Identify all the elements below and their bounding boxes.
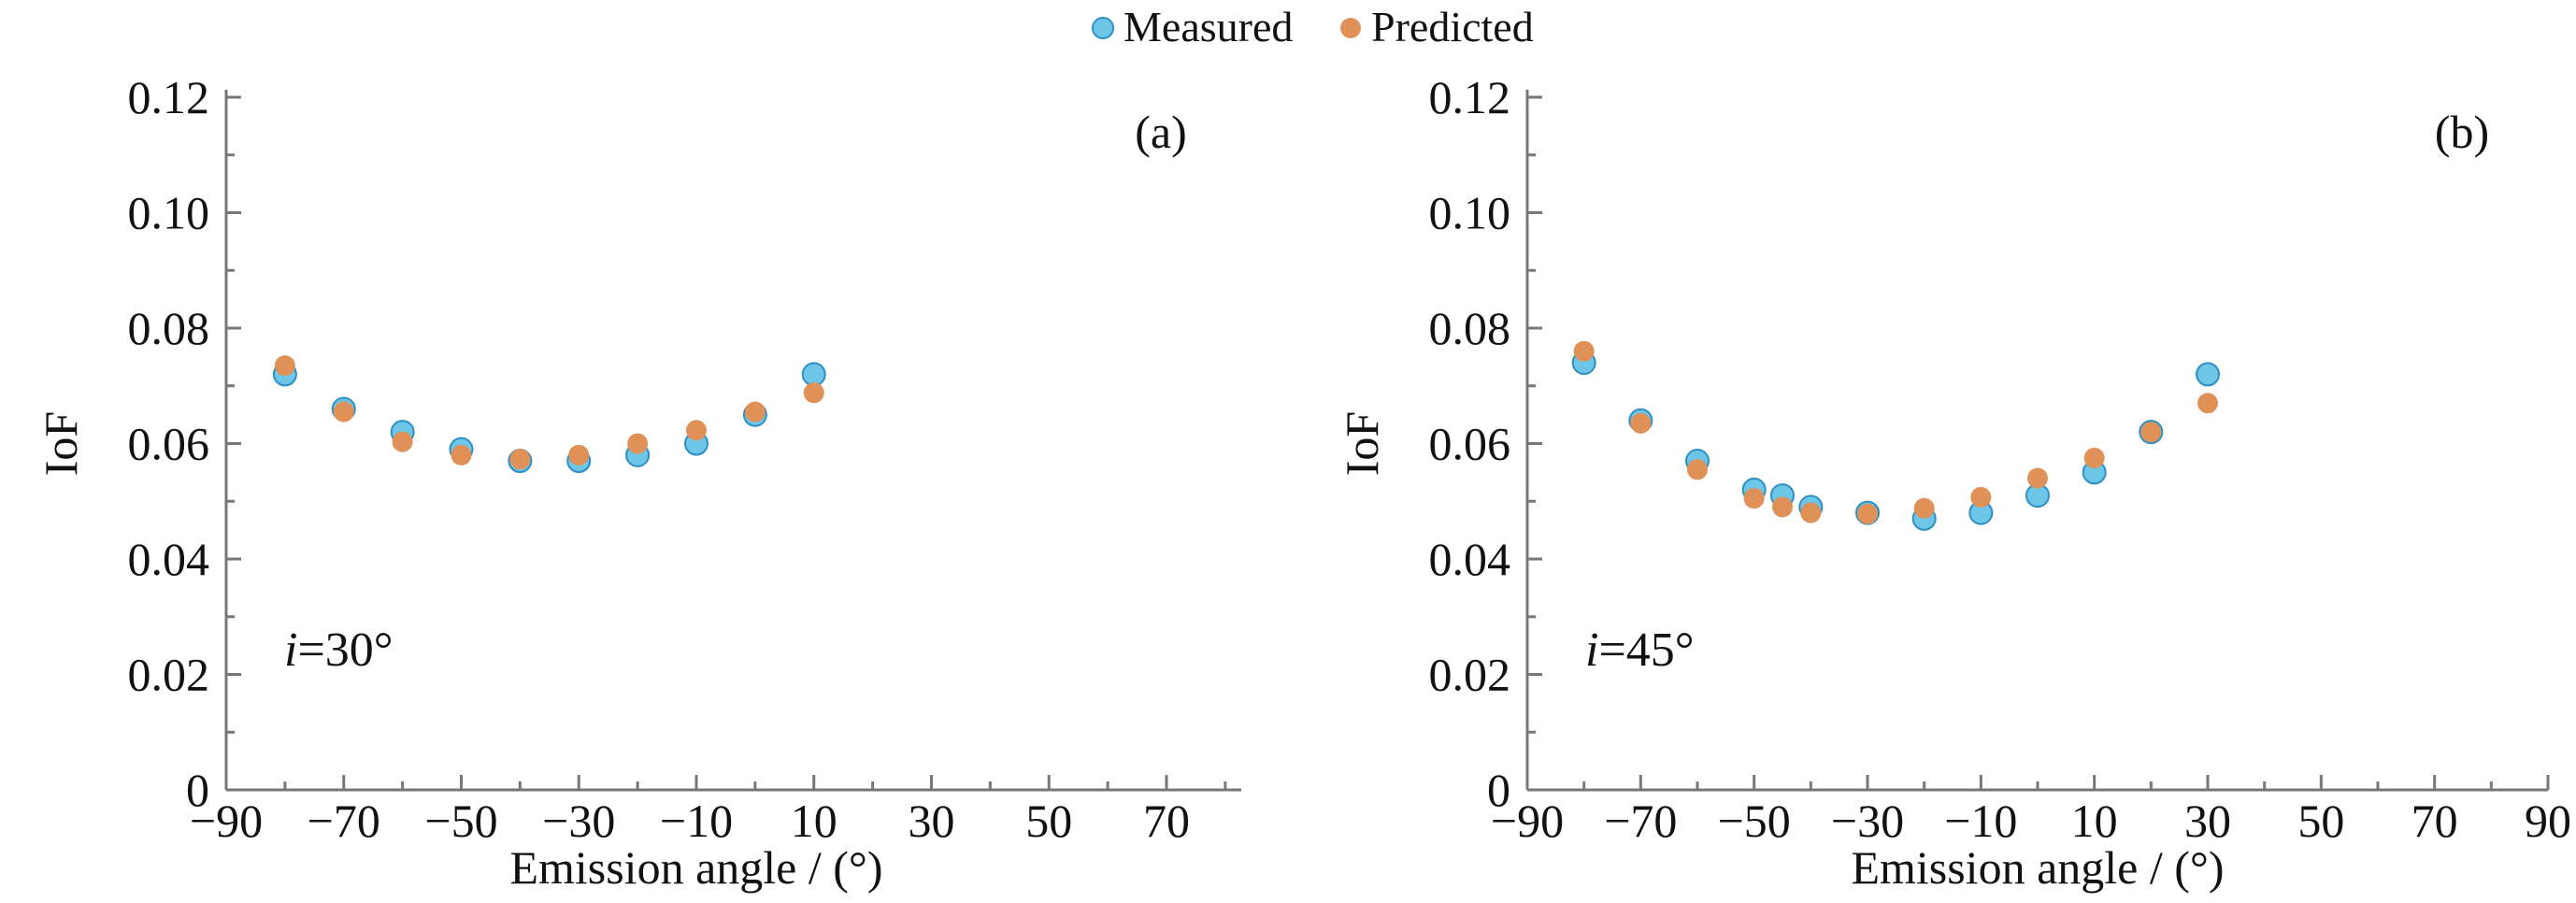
predicted-point: [686, 420, 707, 441]
panel-a: 0 0.02 0.04 0.06 0.08 0.10 0.12 −90 −70 −50 −30 −10…: [35, 71, 1241, 894]
y-tick-label: 0.02: [1429, 649, 1511, 701]
predicted-point: [1573, 340, 1595, 362]
x-axis-label: Emission angle / (°): [1851, 841, 2224, 894]
x-tick-label: 70: [1143, 795, 1190, 847]
y-tick-label: 0.12: [1429, 71, 1511, 123]
predicted-point: [2140, 422, 2162, 443]
legend: Measured Predicted: [1092, 3, 1534, 50]
predicted-point: [2083, 447, 2105, 468]
predicted-point: [568, 444, 590, 466]
y-tick-label: 0: [1487, 764, 1510, 816]
predicted-point: [1857, 503, 1878, 524]
legend-predicted-label: Predicted: [1371, 3, 1534, 50]
legend-measured-marker: [1092, 17, 1114, 39]
annotation-variable: i: [1585, 624, 1598, 677]
y-tick-label: 0.08: [128, 302, 210, 354]
y-tick-label: 0.10: [128, 187, 210, 239]
x-tick-label: −90: [190, 795, 263, 847]
predicted-point: [392, 431, 413, 452]
predicted-point: [1970, 486, 1992, 508]
y-tick-label: 0.04: [128, 533, 210, 585]
series-measured: [1571, 351, 2220, 531]
x-tick-label: −50: [1718, 795, 1791, 847]
predicted-point: [2197, 393, 2218, 414]
measured-point: [2196, 362, 2220, 387]
x-tick-label: 30: [909, 795, 955, 847]
predicted-point: [1630, 412, 1652, 434]
x-tick-label: −70: [1604, 795, 1677, 847]
incidence-annotation: i=45°: [1585, 624, 1695, 677]
predicted-point: [1772, 496, 1793, 518]
x-tick-label: −30: [1831, 795, 1904, 847]
series-measured: [272, 362, 826, 474]
x-tick-label: −30: [542, 795, 615, 847]
predicted-point: [1743, 488, 1765, 509]
annotation-value: =45°: [1598, 624, 1694, 677]
x-tick-label: −10: [660, 795, 733, 847]
x-tick-label: 70: [2411, 795, 2458, 847]
predicted-point: [627, 433, 649, 454]
annotation-variable: i: [284, 624, 297, 677]
legend-measured-label: Measured: [1123, 3, 1293, 50]
y-tick-label: 0.02: [128, 649, 210, 701]
predicted-point: [1687, 459, 1708, 480]
y-tick-label: 0.06: [128, 418, 210, 470]
x-tick-label: −10: [1944, 795, 2017, 847]
x-tick-label: −70: [308, 795, 380, 847]
y-tick-label: 0: [186, 764, 209, 816]
y-axis-label: IoF: [1336, 411, 1388, 476]
x-tick-label: −90: [1491, 795, 1564, 847]
incidence-annotation: i=30°: [284, 624, 394, 677]
x-tick-label: −50: [424, 795, 497, 847]
predicted-point: [2027, 467, 2048, 489]
predicted-point: [274, 355, 295, 377]
annotation-value: =30°: [297, 624, 393, 677]
predicted-point: [744, 401, 766, 423]
x-axis-label: Emission angle / (°): [509, 841, 882, 894]
y-tick-label: 0.06: [1429, 418, 1511, 470]
x-tick-label: 10: [2071, 795, 2118, 847]
x-tick-label: 90: [2525, 795, 2571, 847]
x-tick-label: 10: [791, 795, 837, 847]
panel-label: (a): [1135, 106, 1187, 158]
panel-b: 0 0.02 0.04 0.06 0.08 0.10 0.12 −90 −70 −50 −30 −10…: [1336, 71, 2571, 894]
x-tick-label: 50: [2297, 795, 2344, 847]
predicted-point: [803, 382, 824, 404]
predicted-point: [509, 449, 531, 470]
y-tick-label: 0.08: [1429, 302, 1511, 354]
series-predicted: [1573, 340, 2218, 524]
legend-predicted-marker: [1340, 18, 1361, 38]
predicted-point: [451, 444, 472, 466]
predicted-point: [1800, 502, 1822, 523]
predicted-point: [333, 401, 354, 423]
y-tick-label: 0.12: [128, 71, 210, 123]
x-tick-label: 30: [2184, 795, 2231, 847]
measured-point: [801, 362, 826, 387]
predicted-point: [1913, 497, 1935, 519]
y-tick-label: 0.10: [1429, 187, 1511, 239]
y-tick-label: 0.04: [1429, 533, 1511, 585]
x-tick-label: 50: [1025, 795, 1072, 847]
panel-label: (b): [2435, 106, 2489, 158]
series-predicted: [274, 355, 824, 470]
y-axis-label: IoF: [35, 411, 87, 476]
